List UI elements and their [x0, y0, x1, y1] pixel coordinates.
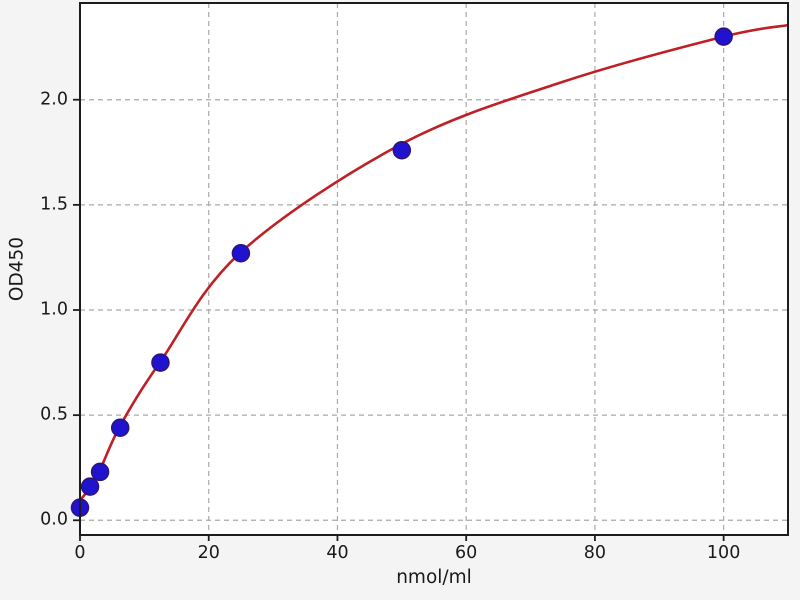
fit-curve-line	[78, 23, 789, 502]
plot-area	[80, 3, 788, 535]
data-point-marker	[392, 140, 412, 160]
x-tick-label: 80	[583, 543, 607, 563]
data-point-marker	[110, 418, 130, 438]
data-point-marker	[90, 462, 110, 482]
data-point-marker	[80, 477, 100, 496]
y-tick-label: 1.5	[40, 194, 68, 215]
x-tick-label: 0	[74, 543, 86, 563]
y-tick-label: 1.0	[40, 299, 68, 320]
y-axis-label: OD450	[6, 236, 28, 302]
data-point-marker	[151, 353, 170, 372]
data-point-marker	[714, 27, 733, 46]
y-tick-label: 0.5	[40, 404, 68, 425]
data-point-marker	[231, 243, 251, 263]
y-tick-label: 0.0	[40, 509, 68, 530]
x-tick-label: 40	[326, 543, 349, 563]
x-tick-label: 60	[455, 543, 478, 563]
x-tick-label: 100	[706, 543, 741, 563]
plot-border	[79, 2, 789, 536]
x-tick-label: 20	[197, 543, 220, 563]
y-tick-label: 2.0	[40, 88, 68, 109]
x-axis-label: nmol/ml	[396, 567, 472, 588]
